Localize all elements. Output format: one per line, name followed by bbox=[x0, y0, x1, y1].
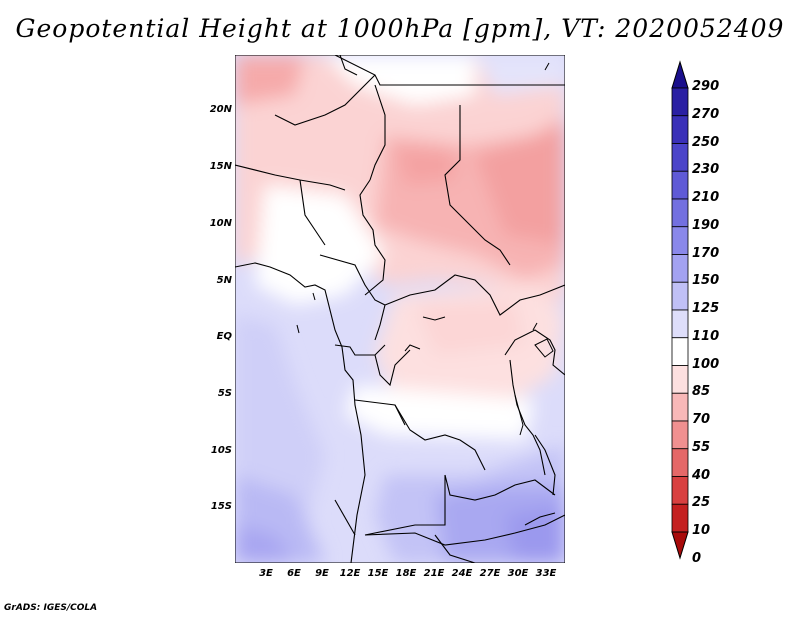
y-tick-label: 20N bbox=[209, 104, 232, 115]
x-tick-label: 27E bbox=[479, 568, 501, 579]
x-tick-label: 15E bbox=[367, 568, 389, 579]
y-tick-label: 10N bbox=[209, 218, 232, 229]
x-tick-label: 3E bbox=[259, 568, 273, 579]
map-panel bbox=[234, 54, 566, 564]
colorbar-box bbox=[671, 198, 689, 228]
colorbar-label: 170 bbox=[692, 245, 720, 261]
colorbar-label: 290 bbox=[692, 79, 720, 94]
x-tick-label: 12E bbox=[339, 568, 361, 579]
filled-contours bbox=[235, 55, 565, 563]
colorbar-label: 110 bbox=[692, 328, 720, 344]
colorbar-label: 55 bbox=[692, 439, 711, 455]
y-tick-label: 15N bbox=[209, 161, 232, 172]
y-tick-label: 10S bbox=[210, 445, 232, 456]
colorbar-label: 190 bbox=[692, 217, 720, 233]
colorbar-box bbox=[671, 170, 689, 200]
colorbar-box bbox=[671, 115, 689, 144]
y-tick-label: 5S bbox=[217, 388, 232, 399]
colorbar-label: 85 bbox=[692, 384, 711, 400]
y-tick-label: 5N bbox=[216, 275, 232, 286]
colorbar-box bbox=[671, 503, 689, 533]
grads-credit: GrADS: IGES/COLA bbox=[4, 603, 98, 613]
colorbar-bottom-triangle bbox=[671, 531, 689, 560]
colorbar-label: 0 bbox=[692, 550, 702, 566]
y-tick-label: 15S bbox=[210, 501, 232, 512]
chart-title: Geopotential Height at 1000hPa [gpm], VT… bbox=[15, 14, 785, 43]
x-tick-label: 30E bbox=[507, 568, 529, 579]
geopotential-map bbox=[234, 54, 566, 564]
colorbar bbox=[671, 60, 689, 560]
y-tick-label: EQ bbox=[216, 331, 232, 342]
colorbar-label: 230 bbox=[692, 162, 720, 178]
colorbar-label: 25 bbox=[692, 495, 711, 511]
colorbar-box bbox=[671, 254, 689, 283]
colorbar-box bbox=[671, 420, 689, 450]
colorbar-label: 40 bbox=[692, 467, 711, 483]
x-tick-label: 33E bbox=[535, 568, 557, 579]
x-tick-label: 21E bbox=[423, 568, 445, 579]
x-tick-label: 6E bbox=[287, 568, 301, 579]
colorbar-box bbox=[671, 337, 689, 366]
colorbar-box bbox=[671, 87, 689, 117]
colorbar-label: 150 bbox=[692, 273, 720, 289]
country-borders bbox=[235, 55, 565, 563]
lakes-islands bbox=[296, 62, 556, 526]
colorbar-label: 210 bbox=[692, 190, 720, 205]
colorbar-box bbox=[671, 392, 689, 422]
colorbar-label: 125 bbox=[692, 301, 720, 316]
colorbar-box bbox=[671, 365, 689, 394]
colorbar-box bbox=[671, 448, 689, 477]
colorbar-label: 10 bbox=[692, 523, 711, 538]
colorbar-box bbox=[671, 309, 689, 339]
colorbar-label: 70 bbox=[692, 412, 711, 427]
colorbar-label: 250 bbox=[692, 134, 720, 150]
colorbar-box bbox=[671, 281, 689, 311]
colorbar-label: 100 bbox=[692, 356, 720, 372]
colorbar-box bbox=[671, 143, 689, 172]
x-tick-label: 9E bbox=[315, 568, 329, 579]
colorbar-box bbox=[671, 476, 689, 505]
x-tick-label: 24E bbox=[451, 568, 473, 579]
colorbar-label: 270 bbox=[692, 106, 720, 122]
x-tick-label: 18E bbox=[395, 568, 417, 579]
colorbar-top-triangle bbox=[671, 60, 689, 89]
colorbar-box bbox=[671, 226, 689, 255]
